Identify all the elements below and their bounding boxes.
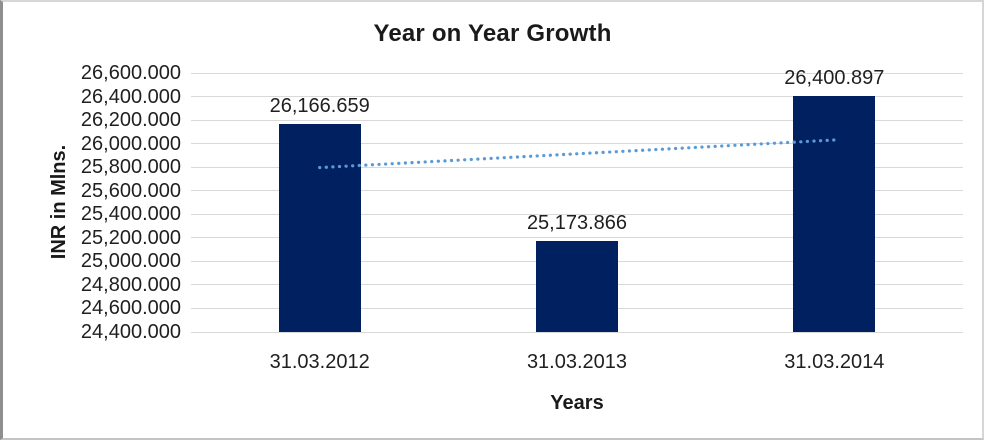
y-tick-label: 25,800.000 [80,156,181,179]
x-tick-label: 31.03.2013 [526,351,628,373]
y-tick-label: 26,400.000 [80,85,181,108]
y-tick-label: 25,400.000 [80,203,181,226]
x-tick-label: 31.03.2012 [269,351,370,373]
y-tick-label: 25,600.000 [80,179,181,202]
bar [536,240,618,332]
trendline-dotted [318,138,836,170]
y-tick-label: 24,800.000 [80,273,181,296]
gridline [191,119,963,121]
bar-data-label: 25,173.866 [526,211,628,234]
gridline [191,237,963,239]
y-tick-label: 25,000.000 [80,250,181,273]
x-tick-label: 31.03.2014 [784,351,885,373]
y-tick-label: 26,000.000 [80,132,181,155]
gridline [191,96,963,98]
gridline [191,190,963,192]
bar [278,124,361,332]
y-tick-label: 26,600.000 [80,62,181,84]
y-tick-label: 24,400.000 [80,321,181,343]
gridline [191,213,963,215]
gridline [191,72,963,74]
bar-data-label: 26,166.659 [269,95,370,118]
y-tick-label: 24,600.000 [80,297,181,320]
x-axis-title: Years [550,392,604,414]
bar [793,96,876,332]
bar-data-label: 26,400.897 [784,67,885,90]
gridline [191,331,963,333]
chart-title: Year on Year Growth [373,20,612,47]
y-tick-label: 25,200.000 [80,226,181,249]
y-tick-label: 26,200.000 [80,109,181,132]
